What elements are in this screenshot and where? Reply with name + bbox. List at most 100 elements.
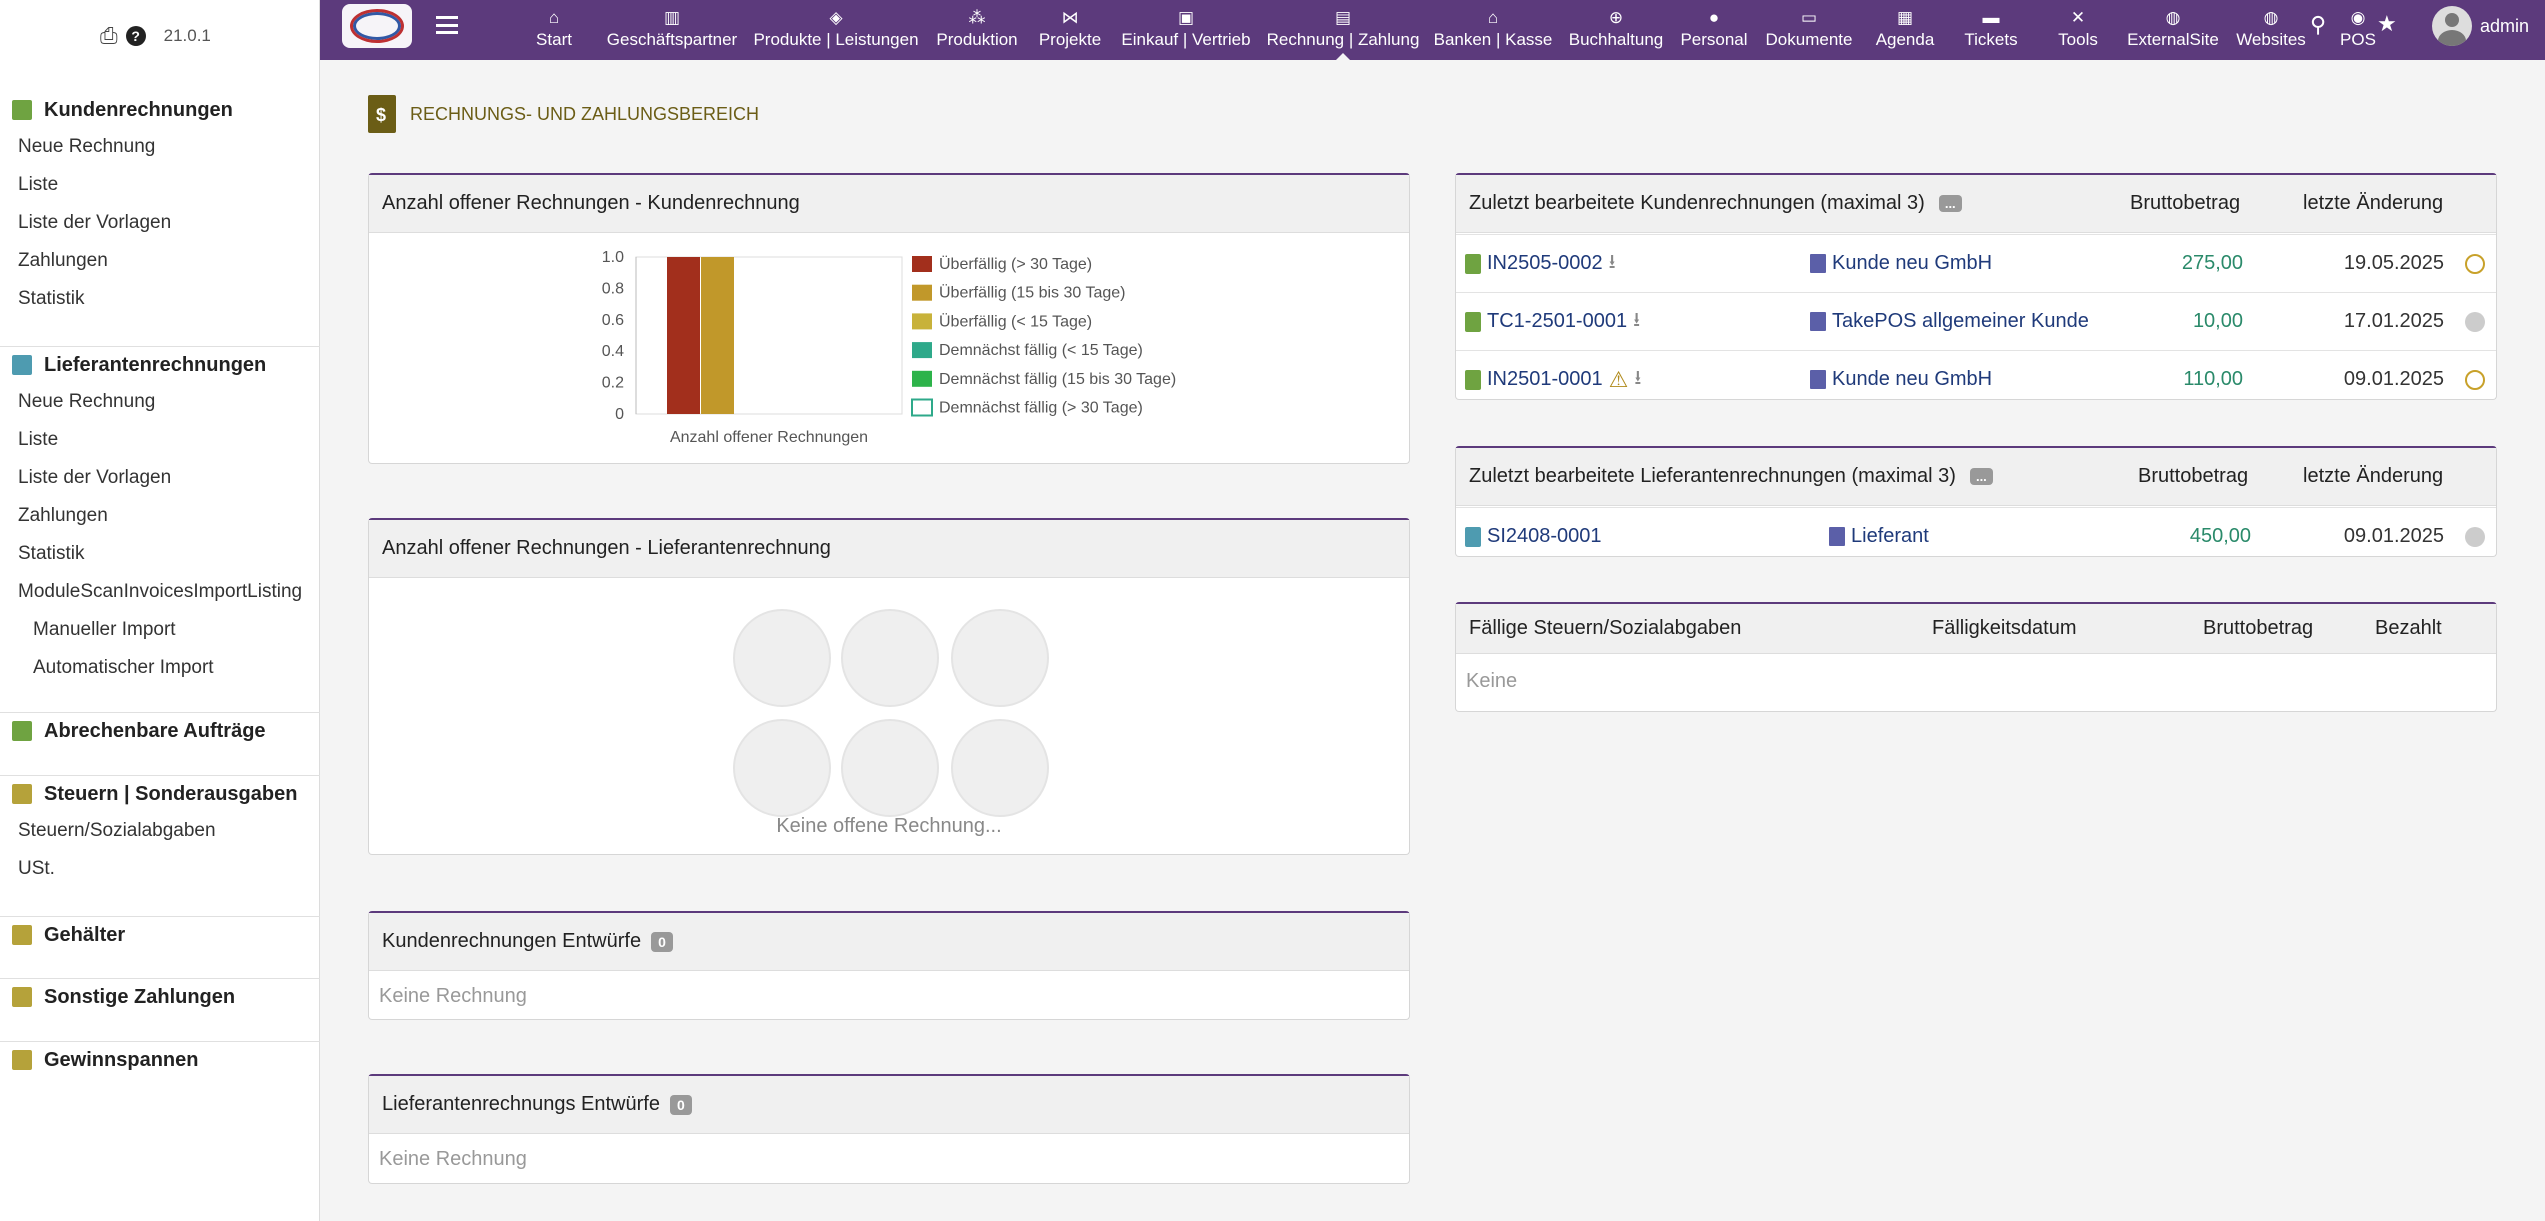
sidebar-item[interactable]: Liste	[18, 429, 59, 450]
nav-16[interactable]: ◉ POS	[2268, 0, 2448, 60]
sidebar-item[interactable]: Neue Rechnung	[18, 136, 156, 157]
nav-3[interactable]: ⁂ Produktion	[887, 0, 1067, 60]
nav-8[interactable]: ⊕ Buchhaltung	[1526, 0, 1706, 60]
sidebar-item[interactable]: Liste	[18, 174, 59, 195]
legend-swatch	[912, 313, 932, 330]
sidebar-section-title[interactable]: Lieferantenrechnungen	[0, 347, 320, 383]
invoice-ref-link[interactable]: TC1-2501-0001	[1487, 310, 1628, 332]
nav-15[interactable]: ◍ Websites	[2181, 0, 2361, 60]
download-icon[interactable]: ⭳	[1633, 308, 1641, 331]
sidebar-section: Gewinnspannen	[0, 1041, 320, 1078]
building-icon	[1810, 254, 1826, 273]
sidebar-item[interactable]: Liste der Vorlagen	[18, 212, 172, 233]
download-icon[interactable]: ⭳	[1634, 366, 1642, 389]
suitcase-icon: ▣	[1177, 8, 1195, 27]
invoice-ref[interactable]: IN2501-0001 ⚠ ⭳	[1465, 363, 1641, 397]
company-name[interactable]: TakePOS allgemeiner Kunde	[1832, 310, 2089, 332]
sidebar-item[interactable]: Zahlungen	[18, 505, 108, 526]
sidebar-item[interactable]: Steuern/Sozialabgaben	[18, 820, 216, 841]
sidebar-section-title[interactable]: Sonstige Zahlungen	[0, 979, 320, 1015]
section-label: Kundenrechnungen	[44, 98, 233, 121]
sidebar-section-title[interactable]: Kundenrechnungen	[0, 92, 320, 128]
invoice-ref-link[interactable]: IN2505-0002	[1487, 252, 1603, 274]
search-icon[interactable]: ⚲	[2310, 12, 2327, 37]
invoice-ref-link[interactable]: SI2408-0001	[1487, 525, 1602, 547]
sidebar-item[interactable]: USt.	[18, 858, 55, 879]
company-name[interactable]: Kunde neu GmbH	[1832, 368, 1993, 390]
nav-label: Start	[536, 30, 572, 49]
invoice-dollar-icon	[368, 95, 396, 133]
sidebar-item[interactable]: Statistik	[18, 543, 85, 564]
invoice-ref-link[interactable]: IN2501-0001	[1487, 368, 1603, 390]
col-due-date: Fälligkeitsdatum	[1932, 617, 2077, 639]
cube-icon: ◈	[829, 8, 843, 27]
nav-12[interactable]: ▬ Tickets	[1901, 0, 2081, 60]
sidebar-section-title[interactable]: Gewinnspannen	[0, 1042, 320, 1078]
more-button[interactable]: ...	[1938, 195, 1962, 212]
sidebar-item[interactable]: Zahlungen	[18, 250, 108, 271]
sidebar-item[interactable]: Statistik	[18, 288, 85, 309]
nav-label: Produkte | Leistungen	[753, 30, 919, 49]
nav-2[interactable]: ◈ Produkte | Leistungen	[746, 0, 926, 60]
sidebar-item[interactable]: Neue Rechnung	[18, 391, 156, 412]
sidebar-section: Sonstige Zahlungen	[0, 978, 320, 1015]
nav-0[interactable]: ⌂ Start	[464, 0, 644, 60]
download-icon[interactable]: ⭳	[1608, 250, 1616, 273]
invoice-ref[interactable]: IN2505-0002 ⭳	[1465, 247, 1616, 281]
nav-7[interactable]: ⌂ Banken | Kasse	[1403, 0, 1583, 60]
nav-9[interactable]: ● Personal	[1624, 0, 1804, 60]
nav-14[interactable]: ◍ ExternalSite	[2083, 0, 2263, 60]
company-logo[interactable]	[342, 4, 412, 48]
col-paid: Bezahlt	[2375, 617, 2442, 639]
section-label: Gewinnspannen	[44, 1048, 199, 1071]
sidebar-section-title[interactable]: Steuern | Sonderausgaben	[0, 776, 320, 812]
tools-icon: ✕	[2070, 8, 2086, 27]
invoice-ref[interactable]: TC1-2501-0001 ⭳	[1465, 305, 1640, 339]
scatter-chart-icon	[951, 609, 1049, 707]
nav-5[interactable]: ▣ Einkauf | Vertrieb	[1096, 0, 1276, 60]
section-label: Gehälter	[44, 923, 126, 946]
sidebar-item[interactable]: Liste der Vorlagen	[18, 467, 172, 488]
invoice-ref[interactable]: SI2408-0001	[1465, 525, 1602, 548]
empty-chart-placeholder: Keine offene Rechnung...	[369, 579, 1409, 855]
user-menu[interactable]: admin	[2432, 6, 2529, 46]
globe-icon: ◍	[2165, 8, 2181, 27]
company-name[interactable]: Kunde neu GmbH	[1832, 252, 1993, 274]
col-amount: Bruttobetrag	[2130, 192, 2241, 214]
sidebar-item[interactable]: Automatischer Import	[33, 657, 214, 678]
nav-label: Rechnung | Zahlung	[1266, 30, 1420, 49]
company-link[interactable]: Lieferant	[1829, 525, 1929, 548]
hamburger-menu-icon[interactable]	[436, 16, 458, 34]
box-title: Zuletzt bearbeitete Lieferantenrechnunge…	[1469, 465, 1956, 487]
help-icon[interactable]: ?	[125, 26, 146, 46]
company-link[interactable]: Kunde neu GmbH	[1810, 252, 1992, 275]
nav-13[interactable]: ✕ Tools	[1988, 0, 2168, 60]
legend-label: Demnächst fällig (< 15 Tage)	[939, 342, 1143, 359]
company-name[interactable]: Lieferant	[1851, 525, 1929, 547]
company-link[interactable]: Kunde neu GmbH	[1810, 368, 1992, 391]
amount: 110,00	[2183, 368, 2243, 390]
nav-label: Agenda	[1875, 30, 1935, 49]
company-link[interactable]: TakePOS allgemeiner Kunde	[1810, 310, 2089, 333]
star-icon[interactable]: ★	[2377, 11, 2397, 36]
nav-6[interactable]: ▤ Rechnung | Zahlung	[1253, 0, 1433, 60]
version-label: 21.0.1	[163, 26, 211, 45]
empty-text: Keine Rechnung	[379, 985, 527, 1007]
nav-10[interactable]: ▭ Dokumente	[1719, 0, 1899, 60]
nav-label: Websites	[2236, 30, 2306, 49]
nav-1[interactable]: ▥ Geschäftspartner	[582, 0, 762, 60]
print-icon[interactable]: ⎙	[100, 23, 118, 48]
more-button[interactable]: ...	[1969, 468, 1993, 485]
sidebar-section-title[interactable]: Abrechenbare Aufträge	[0, 713, 320, 749]
nav-label: Buchhaltung	[1568, 30, 1664, 49]
invoice-file-icon	[1465, 369, 1481, 390]
nav-11[interactable]: ▦ Agenda	[1815, 0, 1995, 60]
building-icon	[1829, 527, 1845, 546]
nav-4[interactable]: ⋈ Projekte	[980, 0, 1160, 60]
sidebar-item[interactable]: ModuleScanInvoicesImportListing	[18, 581, 303, 602]
nav-label: Produktion	[936, 30, 1018, 49]
sidebar-section-title[interactable]: Gehälter	[0, 917, 320, 953]
version-tools: ⎙ ? 21.0.1	[100, 20, 211, 52]
sidebar-item[interactable]: Manueller Import	[33, 619, 176, 640]
count-badge: 0	[669, 1094, 692, 1115]
